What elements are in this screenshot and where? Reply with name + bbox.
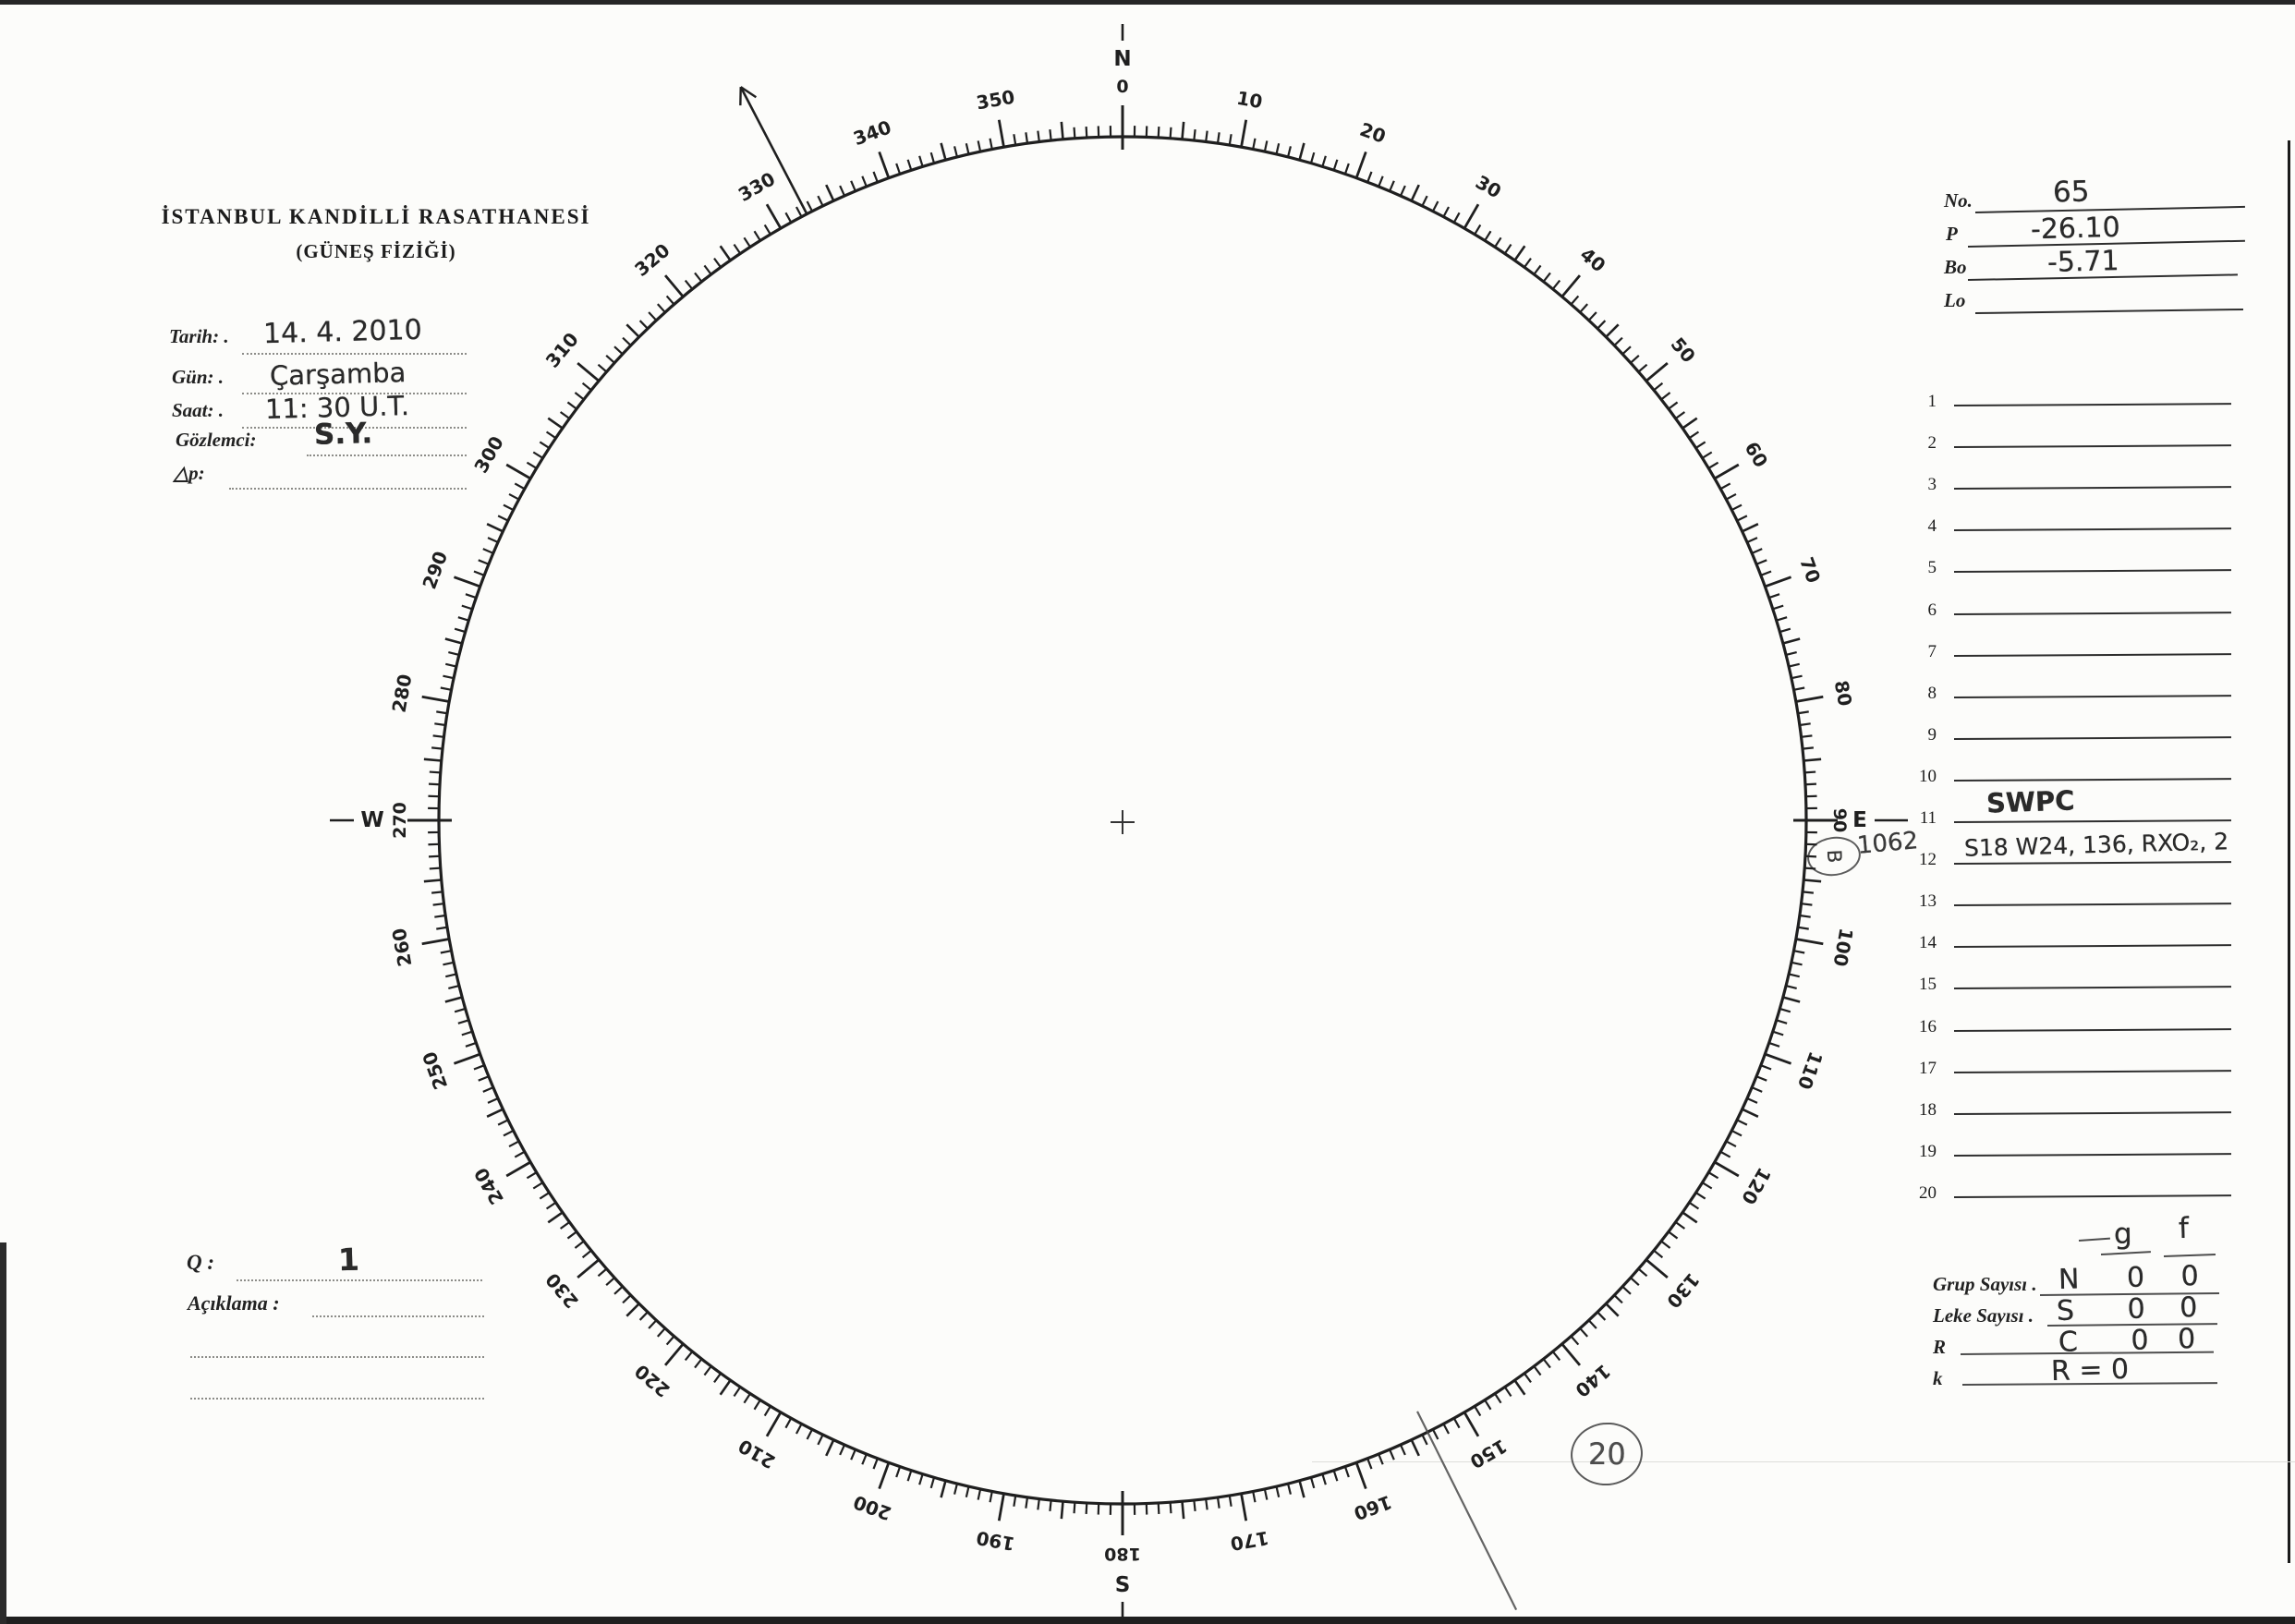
- department-subtitle: (GÜNEŞ FİZİĞİ): [296, 240, 456, 262]
- region-row-number-11: 11: [1919, 808, 1937, 828]
- field-line-tarih: [242, 353, 467, 355]
- region-row-number-14: 14: [1919, 933, 1937, 953]
- region-row-number-8: 8: [1927, 683, 1937, 703]
- scan-edge-bottom: [0, 1617, 2295, 1624]
- degree-label-80: 80: [1830, 679, 1856, 709]
- param-label-lo: Lo: [1944, 289, 1966, 311]
- region-row-number-7: 7: [1927, 641, 1937, 661]
- field-line-saat: [242, 427, 467, 429]
- degree-label-220: 220: [630, 1360, 674, 1401]
- param-label-bo: Bo: [1944, 256, 1967, 278]
- region-row-number-10: 10: [1919, 766, 1937, 786]
- aciklama-line-2: [190, 1356, 484, 1358]
- region-row-number-1: 1: [1927, 392, 1937, 411]
- scan-edge-top: [0, 0, 2295, 5]
- pencil-limb-line: [1416, 1411, 1518, 1611]
- degree-label-300: 300: [469, 432, 508, 477]
- degree-label-160: 160: [1351, 1491, 1394, 1525]
- degree-label-90: 90: [1829, 808, 1850, 832]
- degree-label-70: 70: [1795, 554, 1825, 586]
- aciklama-line-3: [190, 1398, 484, 1400]
- q-label: Q :: [187, 1251, 215, 1274]
- field-label-tarih: Tarih: .: [169, 325, 229, 347]
- degree-label-150: 150: [1466, 1435, 1511, 1473]
- region-row-number-16: 16: [1919, 1016, 1937, 1036]
- region-row-number-13: 13: [1919, 891, 1937, 912]
- region-row-number-20: 20: [1919, 1182, 1937, 1203]
- degree-label-190: 190: [975, 1527, 1016, 1556]
- q-line: [237, 1279, 482, 1281]
- field-label-delta-p: △p:: [174, 462, 205, 484]
- degree-label-230: 230: [541, 1268, 583, 1312]
- degree-label-330: 330: [735, 167, 779, 206]
- degree-label-30: 30: [1472, 171, 1505, 203]
- degree-label-40: 40: [1576, 243, 1610, 276]
- cardinal-label-W: W: [360, 808, 383, 832]
- degree-label-350: 350: [975, 86, 1016, 115]
- scan-edge-right: [2288, 140, 2290, 1563]
- degree-label-180: 180: [1104, 1544, 1141, 1564]
- field-label-saat: Saat: .: [172, 399, 225, 421]
- scan-edge-left: [0, 1242, 6, 1624]
- counts-label-leke: Leke Sayısı .: [1933, 1304, 2034, 1327]
- region-row-number-12: 12: [1919, 850, 1937, 870]
- dial-cardinal-labels: 0 N 90 E 180 S 270 W: [330, 24, 1908, 1618]
- cardinal-label-E: E: [1852, 808, 1867, 832]
- degree-label-170: 170: [1229, 1527, 1270, 1556]
- dial-ticks: [407, 105, 1838, 1535]
- region-row-number-6: 6: [1927, 600, 1937, 620]
- degree-label-110: 110: [1793, 1048, 1828, 1092]
- degree-label-10: 10: [1235, 87, 1265, 113]
- field-line-delta-p: [229, 488, 467, 490]
- region-row-number-2: 2: [1927, 433, 1937, 454]
- param-label-p: P: [1946, 223, 1958, 245]
- field-label-gozlemci: Gözlemci:: [176, 429, 257, 451]
- field-line-gozlemci: [307, 454, 467, 456]
- cardinal-label-N: N: [1113, 47, 1131, 71]
- degree-label-0: 0: [1116, 77, 1128, 97]
- region-row-number-18: 18: [1919, 1099, 1937, 1120]
- degree-label-140: 140: [1571, 1360, 1614, 1401]
- degree-label-120: 120: [1737, 1164, 1776, 1208]
- counts-label-grup: Grup Sayısı .: [1933, 1273, 2037, 1295]
- degree-label-130: 130: [1662, 1268, 1704, 1312]
- disk-center-cross: [1111, 810, 1135, 834]
- cardinal-label-S: S: [1115, 1573, 1131, 1597]
- degree-label-310: 310: [541, 328, 583, 371]
- degree-label-200: 200: [850, 1491, 893, 1525]
- counts-label-r: R: [1933, 1336, 1947, 1358]
- degree-label-60: 60: [1741, 438, 1773, 471]
- degree-label-50: 50: [1667, 333, 1700, 368]
- field-label-gun: Gün: .: [172, 366, 225, 388]
- field-line-gun: [242, 393, 467, 394]
- region-row-number-17: 17: [1919, 1058, 1937, 1078]
- region-row-number-19: 19: [1919, 1141, 1937, 1161]
- position-angle-arrow-icon: [739, 86, 808, 215]
- degree-label-270: 270: [390, 802, 410, 839]
- degree-label-260: 260: [388, 927, 417, 968]
- region-row-number-4: 4: [1927, 516, 1937, 537]
- region-row-number-5: 5: [1927, 558, 1937, 578]
- region-row-number-15: 15: [1919, 975, 1937, 995]
- degree-label-210: 210: [735, 1435, 779, 1473]
- degree-label-340: 340: [850, 115, 893, 150]
- aciklama-label: Açıklama :: [188, 1291, 280, 1315]
- degree-label-280: 280: [388, 673, 417, 714]
- region-row-number-9: 9: [1927, 724, 1937, 745]
- region-row-number-3: 3: [1927, 475, 1937, 495]
- degree-label-100: 100: [1829, 927, 1858, 968]
- degree-label-290: 290: [418, 548, 452, 591]
- degree-label-240: 240: [469, 1164, 508, 1208]
- degree-label-320: 320: [630, 239, 674, 281]
- degree-label-250: 250: [418, 1048, 452, 1092]
- param-label-no: No.: [1944, 189, 1973, 212]
- counts-label-k: k: [1933, 1367, 1943, 1389]
- aciklama-line-1: [312, 1315, 484, 1317]
- observatory-title: İSTANBUL KANDİLLİ RASATHANESİ: [161, 205, 591, 228]
- degree-label-20: 20: [1357, 118, 1389, 148]
- scan-artifact-line: [1312, 1461, 2295, 1462]
